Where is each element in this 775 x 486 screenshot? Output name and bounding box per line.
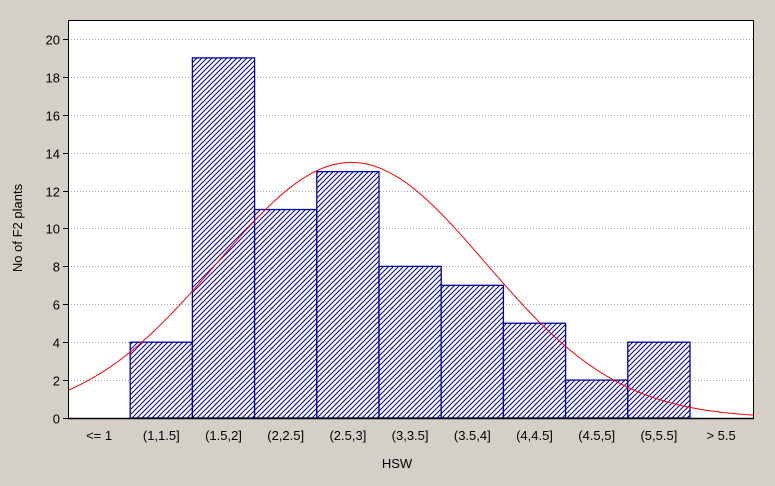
x-tick-label-9: (5,5.5] — [640, 428, 677, 443]
y-tick-label-9: 18 — [46, 71, 60, 86]
bar-8 — [564, 379, 629, 419]
x-tick-label-0: <= 1 — [86, 428, 112, 443]
y-tick-label-2: 4 — [53, 336, 60, 351]
y-tick-label-4: 8 — [53, 260, 60, 275]
x-tick-label-8: (4.5,5] — [578, 428, 615, 443]
x-tick-label-1: (1,1.5] — [143, 428, 180, 443]
y-tick-label-8: 16 — [46, 109, 60, 124]
bar-9 — [627, 341, 691, 419]
y-tick-label-1: 2 — [53, 374, 60, 389]
bar-3 — [253, 208, 318, 419]
x-axis-label: HSW — [382, 456, 413, 471]
bar-5 — [378, 265, 442, 419]
y-tick-label-0: 0 — [53, 412, 60, 427]
x-tick-label-5: (3,3.5] — [392, 428, 429, 443]
bar-7 — [502, 322, 567, 419]
x-tick-label-6: (3.5,4] — [454, 428, 491, 443]
x-tick-label-10: > 5.5 — [706, 428, 735, 443]
bar-1 — [129, 341, 194, 419]
y-tick-label-3: 6 — [53, 298, 60, 313]
x-tick-label-7: (4,4.5] — [516, 428, 553, 443]
y-axis-label: No of F2 plants — [10, 183, 25, 272]
bar-6 — [440, 284, 505, 419]
bar-4 — [316, 170, 380, 419]
x-tick-label-4: (2.5,3] — [329, 428, 366, 443]
y-tick-label-7: 14 — [46, 147, 60, 162]
y-tick-label-10: 20 — [46, 33, 60, 48]
axes-group — [68, 20, 754, 420]
bar-2 — [191, 57, 256, 419]
bars-group — [129, 57, 691, 419]
normal-fit-curve — [67, 161, 755, 416]
y-ticks-group: 0 2 4 6 8 10 12 14 16 18 20 — [46, 33, 68, 427]
x-tick-label-2: (1.5,2] — [205, 428, 242, 443]
x-ticks-group: <= 1 (1,1.5] (1.5,2] (2,2.5] (2.5,3] (3,3.5] (… — [86, 428, 736, 443]
y-tick-label-6: 12 — [46, 185, 60, 200]
x-tick-label-3: (2,2.5] — [267, 428, 304, 443]
y-tick-label-5: 10 — [46, 222, 60, 237]
